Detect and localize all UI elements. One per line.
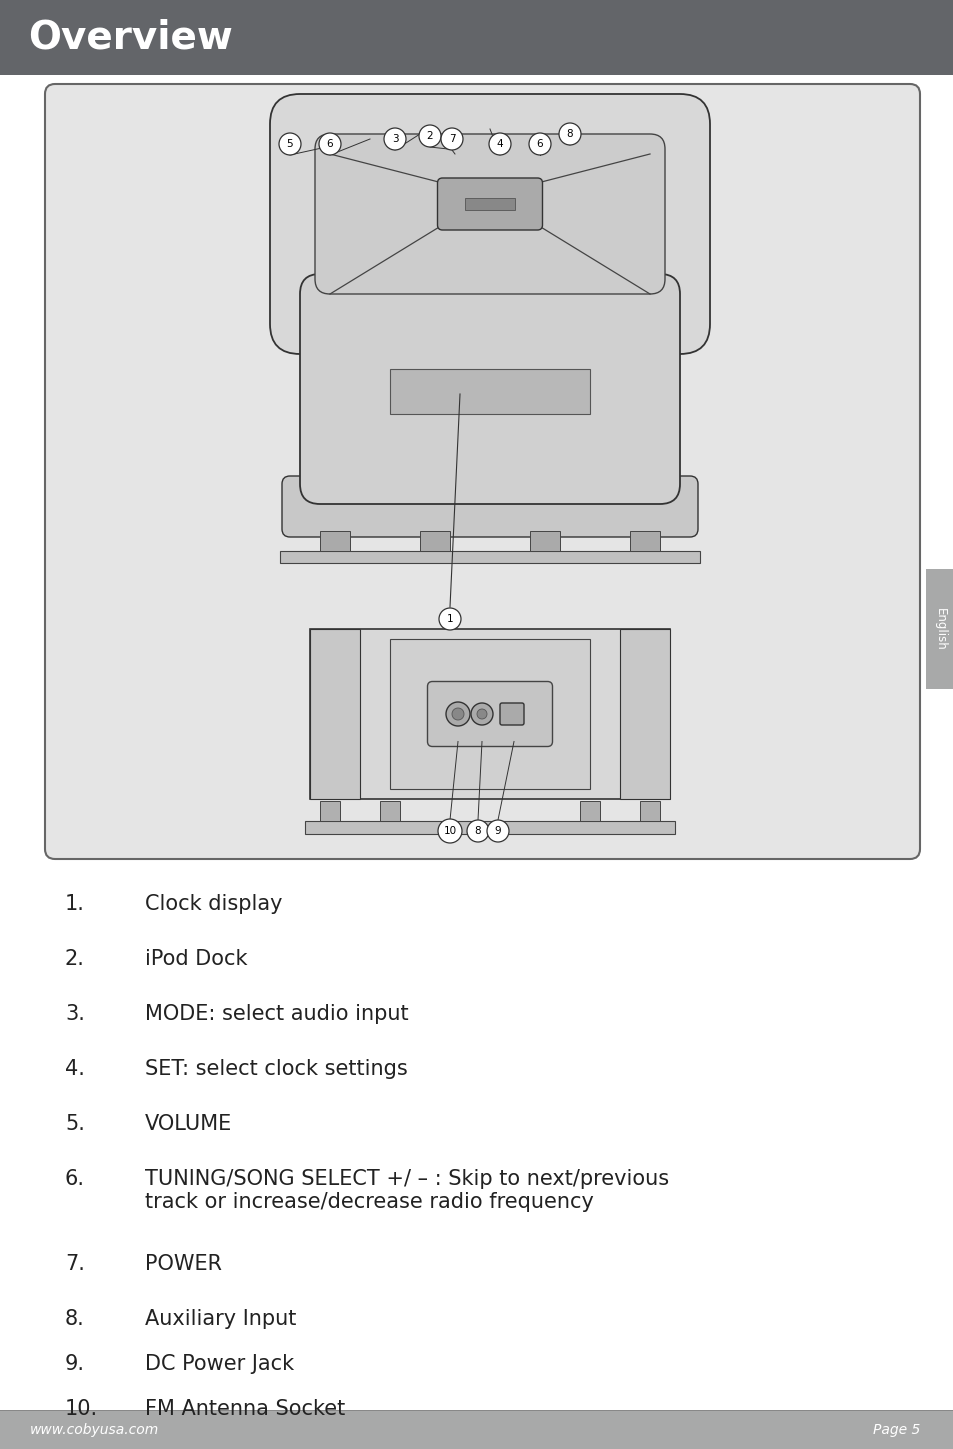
Circle shape (529, 133, 551, 155)
FancyBboxPatch shape (299, 274, 679, 504)
FancyBboxPatch shape (499, 703, 523, 724)
Bar (530, 530, 559, 551)
Text: 10: 10 (443, 826, 456, 836)
Text: Auxiliary Input: Auxiliary Input (145, 1308, 296, 1329)
Text: 5: 5 (287, 139, 293, 149)
Circle shape (438, 609, 460, 630)
Bar (379, 801, 399, 822)
Text: iPod Dock: iPod Dock (145, 949, 247, 969)
Circle shape (489, 133, 511, 155)
FancyBboxPatch shape (282, 477, 698, 538)
Text: 7: 7 (448, 133, 455, 143)
Text: 8: 8 (475, 826, 481, 836)
Bar (0, 0, 953, 75)
Bar (579, 801, 599, 822)
Bar (629, 530, 659, 551)
Circle shape (471, 703, 493, 724)
FancyBboxPatch shape (314, 133, 664, 294)
FancyBboxPatch shape (45, 84, 919, 859)
Circle shape (440, 128, 462, 151)
Text: MODE: select audio input: MODE: select audio input (145, 1004, 408, 1024)
Text: 10.: 10. (65, 1398, 98, 1419)
Text: POWER: POWER (145, 1253, 222, 1274)
Bar (280, 551, 700, 564)
Text: DC Power Jack: DC Power Jack (145, 1353, 294, 1374)
Text: 9.: 9. (65, 1353, 85, 1374)
Text: 2.: 2. (65, 949, 85, 969)
Circle shape (437, 819, 461, 843)
Text: 6: 6 (537, 139, 543, 149)
Circle shape (318, 133, 340, 155)
FancyBboxPatch shape (270, 94, 709, 354)
Text: 3.: 3. (65, 1004, 85, 1024)
Text: 5.: 5. (65, 1114, 85, 1135)
Text: 7.: 7. (65, 1253, 85, 1274)
Text: English: English (933, 607, 945, 651)
Bar (305, 822, 675, 835)
Bar (390, 639, 589, 790)
FancyBboxPatch shape (427, 681, 552, 746)
Text: 6: 6 (326, 139, 333, 149)
Circle shape (446, 701, 470, 726)
Text: FM Antenna Socket: FM Antenna Socket (145, 1398, 345, 1419)
Circle shape (452, 709, 463, 720)
Circle shape (486, 820, 509, 842)
Bar (0, 1411, 953, 1449)
Text: 6.: 6. (65, 1169, 85, 1190)
Circle shape (418, 125, 440, 146)
Text: Overview: Overview (28, 19, 233, 57)
Bar (319, 801, 339, 822)
Circle shape (558, 123, 580, 145)
Text: 1: 1 (446, 614, 453, 625)
Bar (310, 629, 669, 798)
Text: 4: 4 (497, 139, 503, 149)
Bar (310, 629, 359, 798)
Text: 9: 9 (495, 826, 500, 836)
Text: 8: 8 (566, 129, 573, 139)
Bar (390, 369, 589, 414)
Bar (0, 1410, 953, 1411)
Text: SET: select clock settings: SET: select clock settings (145, 1059, 407, 1080)
Text: www.cobyusa.com: www.cobyusa.com (30, 1423, 159, 1437)
Circle shape (467, 820, 489, 842)
Text: 3: 3 (392, 133, 398, 143)
Bar (619, 629, 669, 798)
Bar (464, 199, 515, 210)
FancyBboxPatch shape (437, 178, 542, 230)
Circle shape (476, 709, 486, 719)
Circle shape (384, 128, 406, 151)
Bar (925, 569, 953, 690)
Circle shape (278, 133, 301, 155)
Text: TUNING/SONG SELECT +/ – : Skip to next/previous
track or increase/decrease radio: TUNING/SONG SELECT +/ – : Skip to next/p… (145, 1169, 668, 1213)
Text: Page 5: Page 5 (872, 1423, 919, 1437)
Text: Clock display: Clock display (145, 894, 282, 914)
Text: 4.: 4. (65, 1059, 85, 1080)
Text: 8.: 8. (65, 1308, 85, 1329)
Bar (419, 530, 450, 551)
Text: 2: 2 (426, 130, 433, 141)
Bar (319, 530, 350, 551)
Text: 1.: 1. (65, 894, 85, 914)
Bar (639, 801, 659, 822)
Text: VOLUME: VOLUME (145, 1114, 232, 1135)
